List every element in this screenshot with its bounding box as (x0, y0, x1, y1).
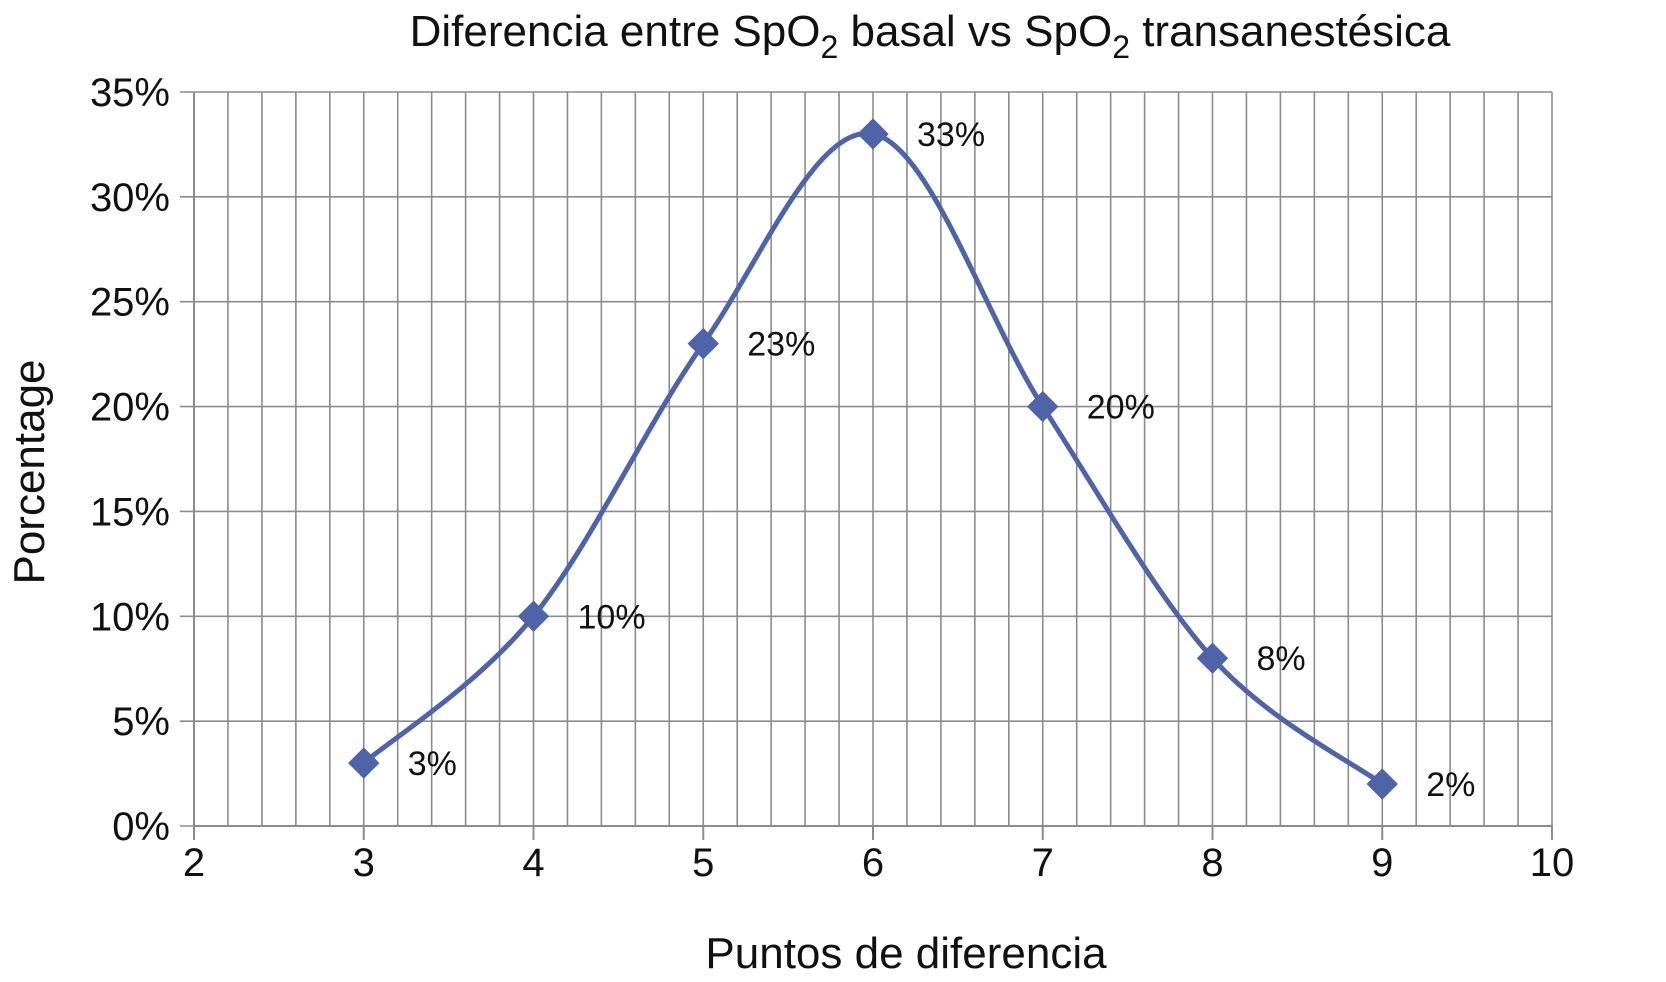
data-label: 2% (1426, 766, 1475, 804)
y-tick-labels: 0% 5% 10% 15% 20% 25% 30% 35% (90, 71, 170, 849)
y-tick-label: 35% (90, 71, 170, 115)
data-label: 10% (578, 598, 646, 636)
data-point-marker (687, 327, 719, 360)
x-tick-label: 9 (1371, 841, 1393, 885)
x-tick-label: 5 (692, 841, 714, 885)
chart-title-part: Diferencia entre SpO (410, 7, 821, 56)
data-label: 33% (917, 116, 985, 154)
y-tick-label: 30% (90, 176, 170, 220)
chart-title-subscript: 2 (1112, 29, 1130, 65)
x-tick-labels: 2 3 4 5 6 7 8 9 10 (183, 841, 1574, 885)
data-label: 20% (1087, 389, 1155, 427)
data-point-marker (1027, 390, 1059, 423)
x-tick-label: 8 (1201, 841, 1223, 885)
x-tick-label: 10 (1530, 841, 1575, 885)
y-tick-label: 25% (90, 281, 170, 325)
x-tick-label: 3 (353, 841, 375, 885)
y-tick-label: 0% (112, 805, 170, 849)
chart-title-subscript: 2 (820, 29, 838, 65)
chart-title: Diferencia entre SpO2 basal vs SpO2 tran… (410, 7, 1451, 65)
y-tick-label: 20% (90, 386, 170, 430)
y-tick-label: 10% (90, 595, 170, 639)
data-label: 23% (747, 326, 815, 364)
x-tick-label: 4 (522, 841, 544, 885)
x-tick-label: 2 (183, 841, 205, 885)
chart-title-part: basal vs SpO (838, 7, 1112, 56)
grid (180, 91, 1553, 827)
y-tick-label: 15% (90, 490, 170, 534)
data-point-marker (857, 118, 889, 150)
data-point-marker (517, 600, 550, 632)
x-tick-label: 6 (862, 841, 884, 885)
y-tick-label: 5% (112, 700, 170, 744)
axes (193, 92, 1553, 840)
x-axis-title: Puntos de diferencia (705, 929, 1107, 978)
x-tick-label: 7 (1032, 841, 1054, 885)
data-point-marker (348, 747, 380, 779)
data-label: 3% (408, 745, 457, 783)
chart-title-part: transanestésica (1130, 7, 1451, 56)
data-point-marker (1366, 768, 1398, 800)
data-label: 8% (1257, 640, 1306, 678)
data-point-marker (1196, 642, 1229, 674)
series: 3% 10% 23% 33% 20% 8% 2% (348, 116, 1475, 804)
y-axis-title: Porcentage (5, 359, 54, 584)
